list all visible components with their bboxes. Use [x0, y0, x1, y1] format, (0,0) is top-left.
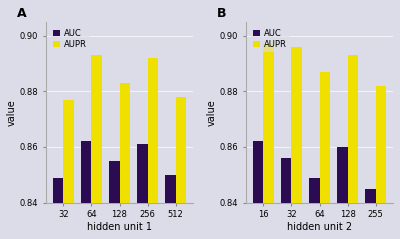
Bar — [292, 47, 302, 239]
Bar — [92, 55, 102, 239]
Bar — [263, 44, 274, 239]
Bar — [53, 178, 63, 239]
Y-axis label: value: value — [7, 99, 17, 125]
Bar — [148, 58, 158, 239]
Text: B: B — [216, 7, 226, 20]
Bar — [309, 178, 320, 239]
Bar — [120, 83, 130, 239]
X-axis label: hidden unit 2: hidden unit 2 — [287, 222, 352, 232]
Bar — [81, 141, 92, 239]
Bar — [176, 97, 186, 239]
Text: A: A — [16, 7, 26, 20]
Bar — [320, 72, 330, 239]
Bar — [365, 189, 376, 239]
Bar — [281, 158, 292, 239]
Y-axis label: value: value — [207, 99, 217, 125]
Bar — [348, 55, 358, 239]
Bar — [253, 141, 263, 239]
Bar — [137, 144, 148, 239]
Bar — [165, 175, 176, 239]
X-axis label: hidden unit 1: hidden unit 1 — [87, 222, 152, 232]
Bar — [337, 147, 348, 239]
Legend: AUC, AUPR: AUC, AUPR — [50, 26, 90, 52]
Bar — [109, 161, 120, 239]
Bar — [376, 86, 386, 239]
Legend: AUC, AUPR: AUC, AUPR — [250, 26, 290, 52]
Bar — [63, 100, 74, 239]
